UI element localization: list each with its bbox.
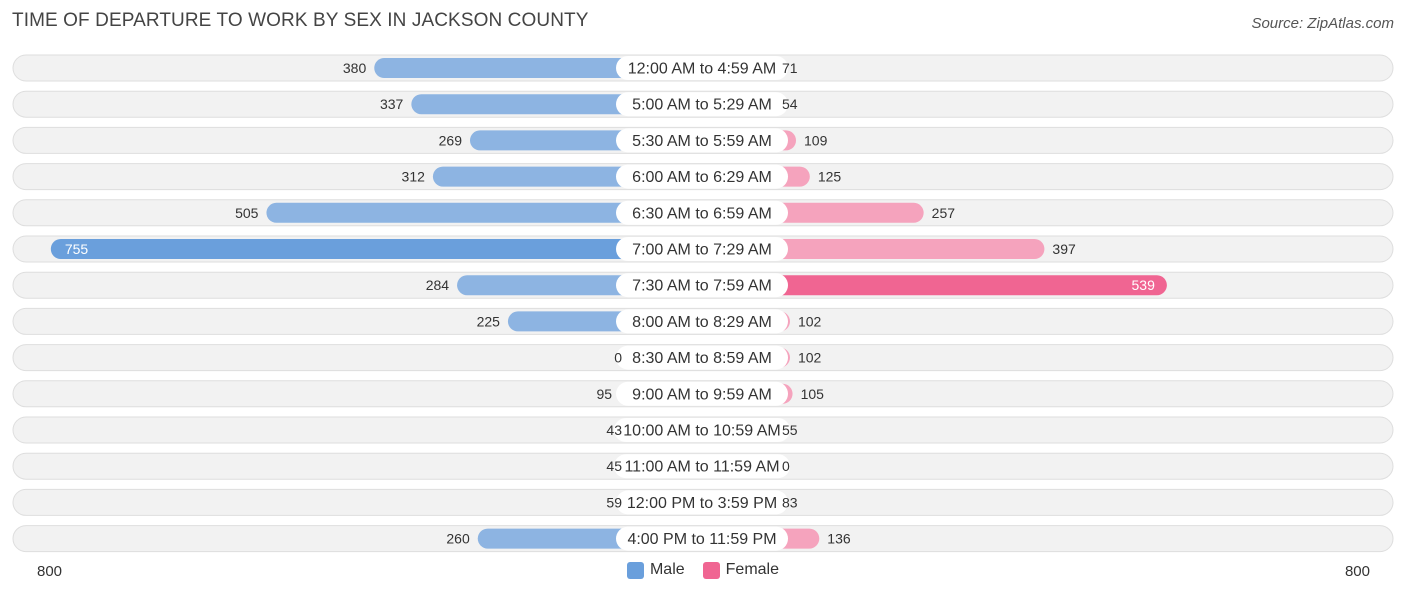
axis-right-label: 800 [1344,563,1370,580]
female-value-label: 102 [798,350,822,366]
chart: 12:00 AM to 4:59 AM 380 71 5:00 AM to 5:29 … [12,54,1394,553]
category-label-background [616,164,788,189]
category-label: 4:00 PM to 11:59 PM [627,531,776,548]
male-value-label: 755 [65,241,89,257]
category-label: 7:30 AM to 7:59 AM [632,278,772,295]
female-value-label: 257 [932,205,956,221]
category-label: 11:00 AM to 11:59 AM [624,459,779,476]
male-value-label: 95 [596,386,612,402]
category-label-background [616,273,788,298]
female-value-label: 109 [804,132,828,148]
male-bar [266,202,702,223]
female-value-label: 397 [1052,241,1076,257]
female-bar [702,239,1045,259]
female-value-label: 102 [798,313,822,329]
female-value-label: 125 [818,169,842,185]
category-label: 12:00 PM to 3:59 PM [627,495,777,512]
female-value-label: 136 [827,531,851,547]
category-label: 7:00 AM to 7:29 AM [632,242,772,259]
category-label: 9:00 AM to 9:59 AM [632,386,772,403]
male-value-label: 0 [614,350,622,366]
category-label-background [616,237,788,261]
male-value-label: 312 [402,169,426,185]
category-label: 5:00 AM to 5:29 AM [632,97,772,114]
category-label-background [616,526,788,551]
legend: Male Female [0,561,1406,579]
male-value-label: 225 [477,313,501,329]
category-label-background [616,381,788,406]
male-value-label: 260 [446,531,470,547]
legend-item-male: Male [626,561,685,579]
category-label-background [616,92,788,117]
category-label-background [614,418,790,442]
female-value-label: 0 [782,458,790,474]
category-label: 8:30 AM to 8:59 AM [632,350,772,367]
female-value-label: 54 [782,96,798,112]
legend-swatch-female [702,561,720,579]
male-value-label: 59 [606,494,622,510]
category-label-background [616,56,788,80]
male-value-label: 45 [606,458,622,474]
female-value-label: 71 [782,60,798,76]
source-label: Source: ZipAtlas.com [1251,15,1394,32]
female-bar [702,275,1167,296]
legend-label-female: Female [725,561,780,578]
category-label: 8:00 AM to 8:29 AM [632,314,772,331]
category-label-background [616,128,788,153]
female-value-label: 83 [782,494,798,510]
female-value-label: 539 [1132,277,1156,293]
category-label-background [616,345,788,370]
category-label: 6:30 AM to 6:59 AM [632,205,772,222]
legend-label-male: Male [649,561,685,578]
axis-left-label: 800 [37,563,63,580]
female-value-label: 55 [782,422,798,438]
category-label-background [616,200,788,225]
category-label: 12:00 AM to 4:59 AM [628,61,777,78]
male-value-label: 380 [343,60,367,76]
category-label-background [616,490,788,515]
male-value-label: 269 [439,132,463,148]
male-bar [50,239,702,259]
category-label: 6:00 AM to 6:29 AM [632,169,772,186]
male-value-label: 337 [380,96,404,112]
category-label: 5:30 AM to 5:59 AM [632,133,772,150]
male-value-label: 505 [235,205,259,221]
male-value-label: 43 [606,422,622,438]
category-label-background [614,454,790,479]
category-label: 10:00 AM to 10:59 AM [623,423,780,440]
legend-item-female: Female [702,561,780,579]
male-value-label: 284 [426,277,450,293]
chart-title: TIME OF DEPARTURE TO WORK BY SEX IN JACK… [12,10,589,31]
category-label-background [616,309,788,334]
female-value-label: 105 [801,386,825,402]
legend-swatch-male [626,561,644,579]
